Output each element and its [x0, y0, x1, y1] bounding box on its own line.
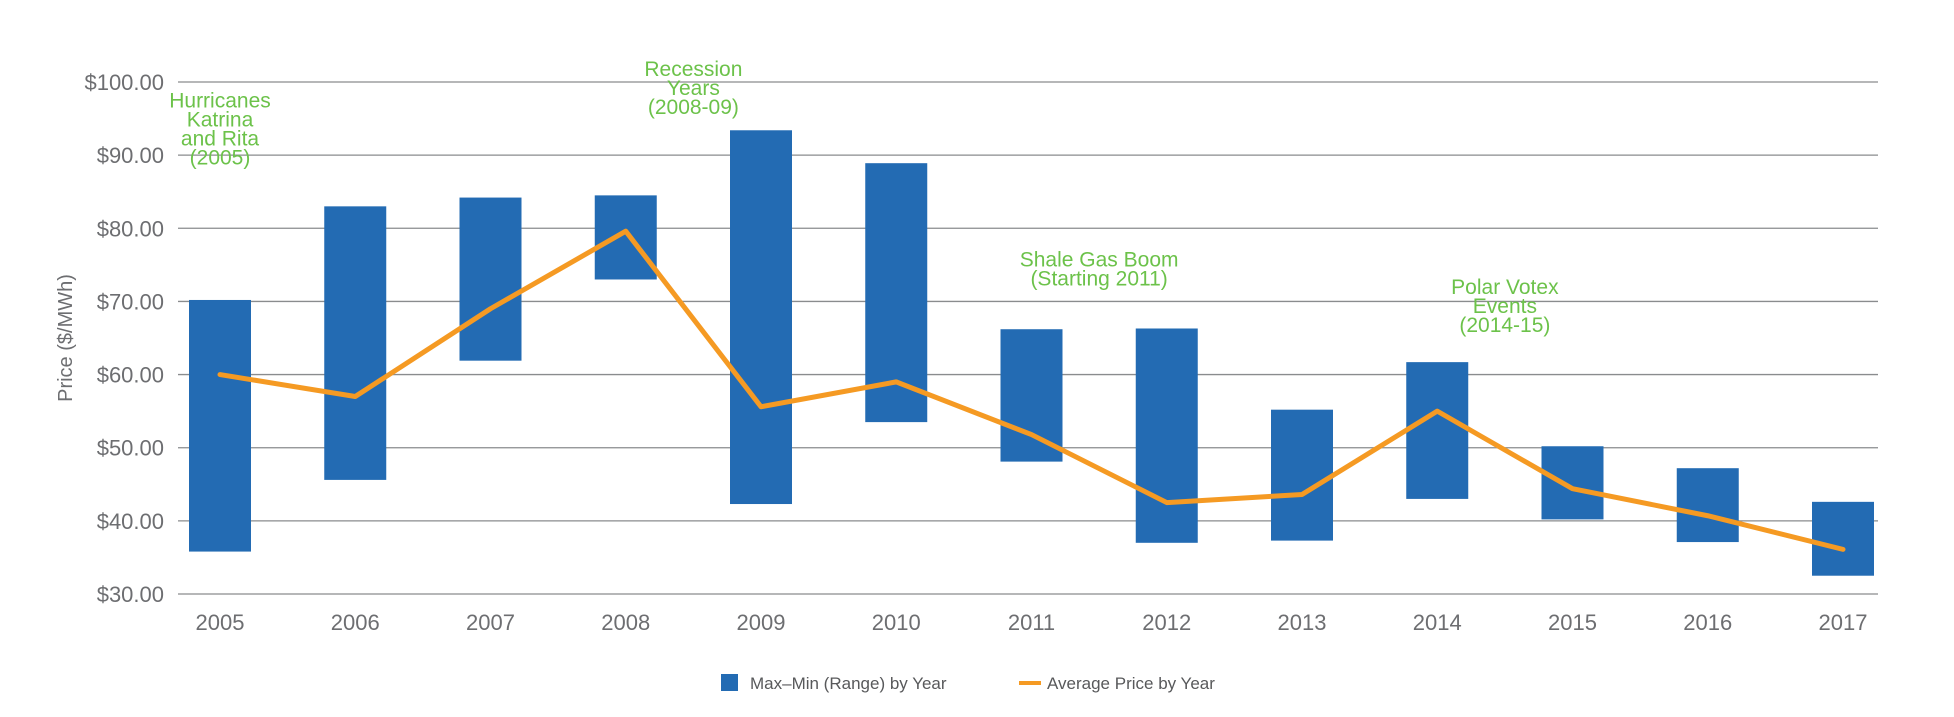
y-tick-label: $60.00 [97, 363, 164, 388]
range-bar [1135, 328, 1198, 543]
annotation-line: and Rita [181, 128, 260, 151]
x-tick-label: 2010 [872, 610, 921, 635]
x-tick-label: 2007 [466, 610, 515, 635]
y-tick-label: $50.00 [97, 436, 164, 461]
annotation-line: (2008-09) [648, 96, 739, 119]
range-bar [730, 130, 792, 505]
annotation-line: Hurricanes [169, 90, 271, 113]
range-bar [1000, 329, 1063, 462]
legend: Max–Min (Range) by Year Average Price by… [721, 674, 1215, 693]
y-axis-label: Price ($/MWh) [55, 274, 77, 402]
x-tick-label: 2008 [601, 610, 650, 635]
range-bar [865, 163, 928, 423]
y-tick-label: $70.00 [97, 289, 164, 314]
y-tick-label: $90.00 [97, 143, 164, 168]
range-bar [1541, 446, 1604, 520]
range-bar [324, 206, 387, 480]
x-tick-label: 2012 [1142, 610, 1191, 635]
x-tick-label: 2005 [196, 610, 245, 635]
annotation-line: (2005) [190, 147, 251, 170]
range-bar [594, 195, 657, 280]
x-axis: 2005 2006 2007 2008 2009 2010 2011 2012 2013 2014… [196, 610, 1868, 635]
annotation-line: Recession [644, 58, 742, 81]
range-bars [189, 130, 1874, 576]
x-tick-label: 2006 [331, 610, 380, 635]
annotation-line: Polar Votex [1451, 276, 1559, 299]
legend-swatch-range [721, 674, 738, 691]
range-bar [1406, 362, 1469, 499]
average-price-line [217, 228, 1846, 552]
annotation-line: Shale Gas Boom [1020, 248, 1179, 271]
y-tick-label: $30.00 [97, 582, 164, 607]
x-tick-label: 2014 [1413, 610, 1462, 635]
x-tick-label: 2013 [1278, 610, 1327, 635]
range-bar [189, 299, 251, 552]
x-tick-label: 2011 [1008, 610, 1055, 635]
range-bar [1812, 501, 1874, 576]
annotation-line: Years [667, 77, 720, 100]
x-tick-label: 2016 [1683, 610, 1732, 635]
annotation-line: (2014-15) [1459, 314, 1550, 337]
x-tick-label: 2017 [1819, 610, 1868, 635]
y-tick-label: $40.00 [97, 509, 164, 534]
x-tick-label: 2009 [737, 610, 786, 635]
range-bar [1676, 468, 1739, 543]
y-axis: $30.00 $40.00 $50.00 $60.00 $70.00 $80.00 $90.… [84, 70, 164, 607]
y-tick-label: $80.00 [97, 216, 164, 241]
legend-label-average: Average Price by Year [1047, 674, 1215, 693]
annotation-line: Katrina [187, 109, 254, 132]
range-bar [1271, 409, 1333, 541]
average-line-group [217, 228, 1846, 552]
annotation-line: Events [1473, 295, 1537, 318]
legend-label-range: Max–Min (Range) by Year [750, 674, 947, 693]
annotation-line: (Starting 2011) [1030, 267, 1167, 290]
y-tick-label: $100.00 [84, 70, 164, 95]
x-tick-label: 2015 [1548, 610, 1597, 635]
range-bar [459, 197, 522, 361]
